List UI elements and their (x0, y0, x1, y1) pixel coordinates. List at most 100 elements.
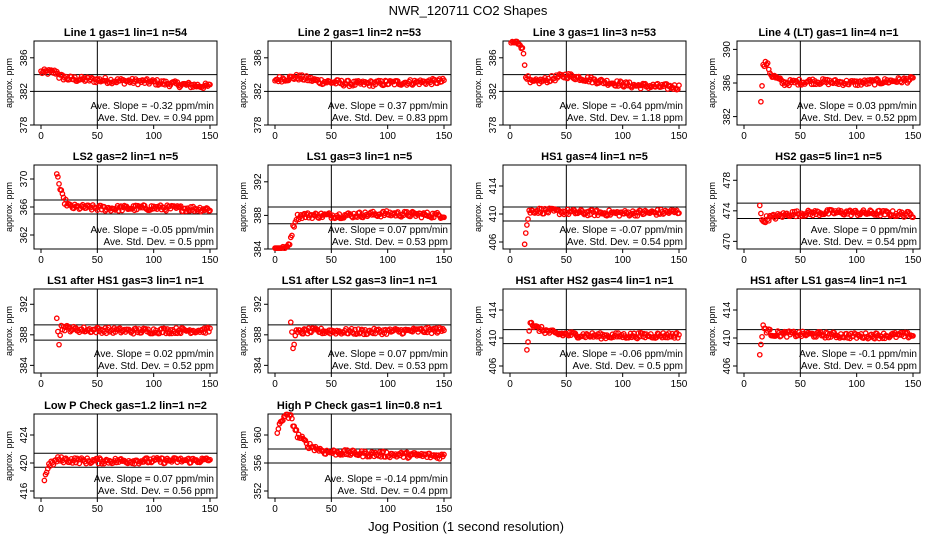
data-point (291, 223, 298, 230)
y-tick-label: 414 (722, 301, 733, 318)
y-tick-label: 382 (722, 108, 733, 125)
y-tick-label: 386 (722, 74, 733, 91)
panel-4: Line 4 (LT) gas=1 lin=4 n=1 0 50 100 150 382 3… (707, 27, 922, 142)
y-axis-label: approx. ppm (238, 431, 248, 481)
data-point (759, 333, 765, 340)
data-point (910, 214, 916, 221)
data-point (623, 209, 629, 216)
data-point (593, 333, 600, 340)
data-point (905, 78, 912, 84)
x-tick-label: 150 (671, 379, 688, 390)
panel-1: Line 1 gas=1 lin=1 n=54 0 50 100 150 378 382 38… (4, 27, 219, 142)
data-point (56, 181, 62, 187)
y-axis-label: approx. ppm (4, 58, 14, 108)
data-point (419, 211, 426, 218)
data-point (525, 216, 531, 222)
data-point (53, 171, 60, 177)
y-tick-label: 388 (253, 326, 264, 343)
y-tick-label: 470 (722, 233, 733, 250)
x-tick-label: 0 (272, 379, 278, 390)
data-point (910, 333, 916, 339)
data-point (289, 232, 295, 239)
data-point (634, 212, 641, 219)
plot-frame (267, 40, 452, 126)
x-tick-label: 100 (848, 131, 865, 142)
x-tick-label: 100 (379, 504, 396, 515)
x-tick-label: 0 (272, 255, 278, 266)
data-point (822, 334, 828, 341)
y-axis-label: approx. ppm (4, 182, 14, 232)
panel-title: HS1 gas=4 lin=1 n=5 (541, 151, 648, 163)
panel-title: Line 1 gas=1 lin=1 n=54 (64, 27, 188, 39)
x-tick-label: 150 (202, 255, 219, 266)
stat-slope: Ave. Slope = 0.03 ppm/min (797, 101, 917, 112)
data-point (524, 347, 530, 353)
x-tick-label: 100 (848, 255, 865, 266)
y-tick-label: 410 (488, 205, 499, 222)
x-tick-label: 100 (145, 131, 162, 142)
y-tick-label: 366 (19, 198, 30, 215)
stat-slope: Ave. Slope = -0.05 ppm/min (91, 225, 215, 236)
stat-std-dev: Ave. Std. Dev. = 0.52 ppm (98, 361, 214, 372)
stat-std-dev: Ave. Std. Dev. = 0.56 ppm (98, 486, 214, 497)
x-tick-label: 150 (202, 504, 219, 515)
data-point (526, 328, 533, 334)
data-point (758, 98, 764, 105)
y-tick-label: 414 (488, 301, 499, 318)
figure-title: NWR_120711 CO2 Shapes (389, 3, 548, 18)
stat-slope: Ave. Slope = -0.07 ppm/min (560, 225, 684, 236)
data-point (287, 319, 294, 326)
data-point (162, 206, 168, 213)
data-point (62, 196, 69, 203)
data-point (207, 81, 213, 88)
x-tick-label: 0 (38, 131, 44, 142)
data-point (767, 326, 773, 333)
data-point (53, 315, 60, 322)
x-tick-label: 150 (202, 379, 219, 390)
y-tick-label: 382 (253, 83, 264, 100)
x-tick-label: 150 (905, 255, 922, 266)
data-point (61, 327, 68, 334)
panel-12: HS1 after LS1 gas=4 lin=1 n=1 0 50 100 150 40… (707, 275, 922, 390)
y-tick-label: 424 (19, 426, 30, 443)
plot-frame (33, 288, 218, 374)
data-point (57, 332, 64, 339)
panel-7: HS1 gas=4 lin=1 n=5 0 50 100 150 406 410 414 app… (473, 151, 688, 266)
panel-title: HS1 after LS1 gas=4 lin=1 n=1 (750, 275, 907, 287)
y-tick-label: 360 (253, 426, 264, 443)
data-point (293, 427, 300, 433)
data-point (174, 79, 181, 86)
data-point (418, 214, 425, 221)
y-tick-label: 384 (19, 357, 30, 374)
y-tick-label: 378 (253, 116, 264, 133)
stat-slope: Ave. Slope = 0.07 ppm/min (94, 474, 214, 485)
x-tick-label: 100 (379, 379, 396, 390)
y-tick-label: 392 (19, 295, 30, 312)
stat-std-dev: Ave. Std. Dev. = 0.4 ppm (337, 486, 448, 497)
panel-9: LS1 after HS1 gas=3 lin=1 n=1 0 50 100 150 38… (4, 275, 219, 390)
stat-slope: Ave. Slope = -0.06 ppm/min (560, 349, 684, 360)
plot-frame (502, 288, 687, 374)
x-tick-label: 50 (795, 131, 807, 142)
panel-title: Line 3 gas=1 lin=3 n=53 (533, 27, 656, 39)
data-point (56, 341, 62, 348)
plot-frame (736, 164, 921, 250)
data-point (144, 76, 150, 82)
y-tick-label: 388 (19, 326, 30, 343)
x-tick-label: 150 (671, 131, 688, 142)
y-axis-label: approx. ppm (473, 182, 483, 232)
data-point (565, 332, 572, 339)
x-tick-label: 50 (795, 379, 807, 390)
data-point (46, 66, 52, 73)
data-point (95, 460, 102, 467)
y-tick-label: 352 (253, 482, 264, 499)
x-tick-label: 50 (92, 379, 104, 390)
panel-14: High P Check gas=1 lin=0.8 n=1 0 50 100 150 3… (238, 400, 453, 515)
y-tick-label: 478 (722, 171, 733, 188)
data-point (676, 82, 682, 89)
data-point (153, 81, 159, 88)
data-point (525, 339, 531, 345)
y-axis-label: approx. ppm (238, 58, 248, 108)
y-tick-label: 392 (253, 173, 264, 190)
x-tick-label: 0 (272, 131, 278, 142)
